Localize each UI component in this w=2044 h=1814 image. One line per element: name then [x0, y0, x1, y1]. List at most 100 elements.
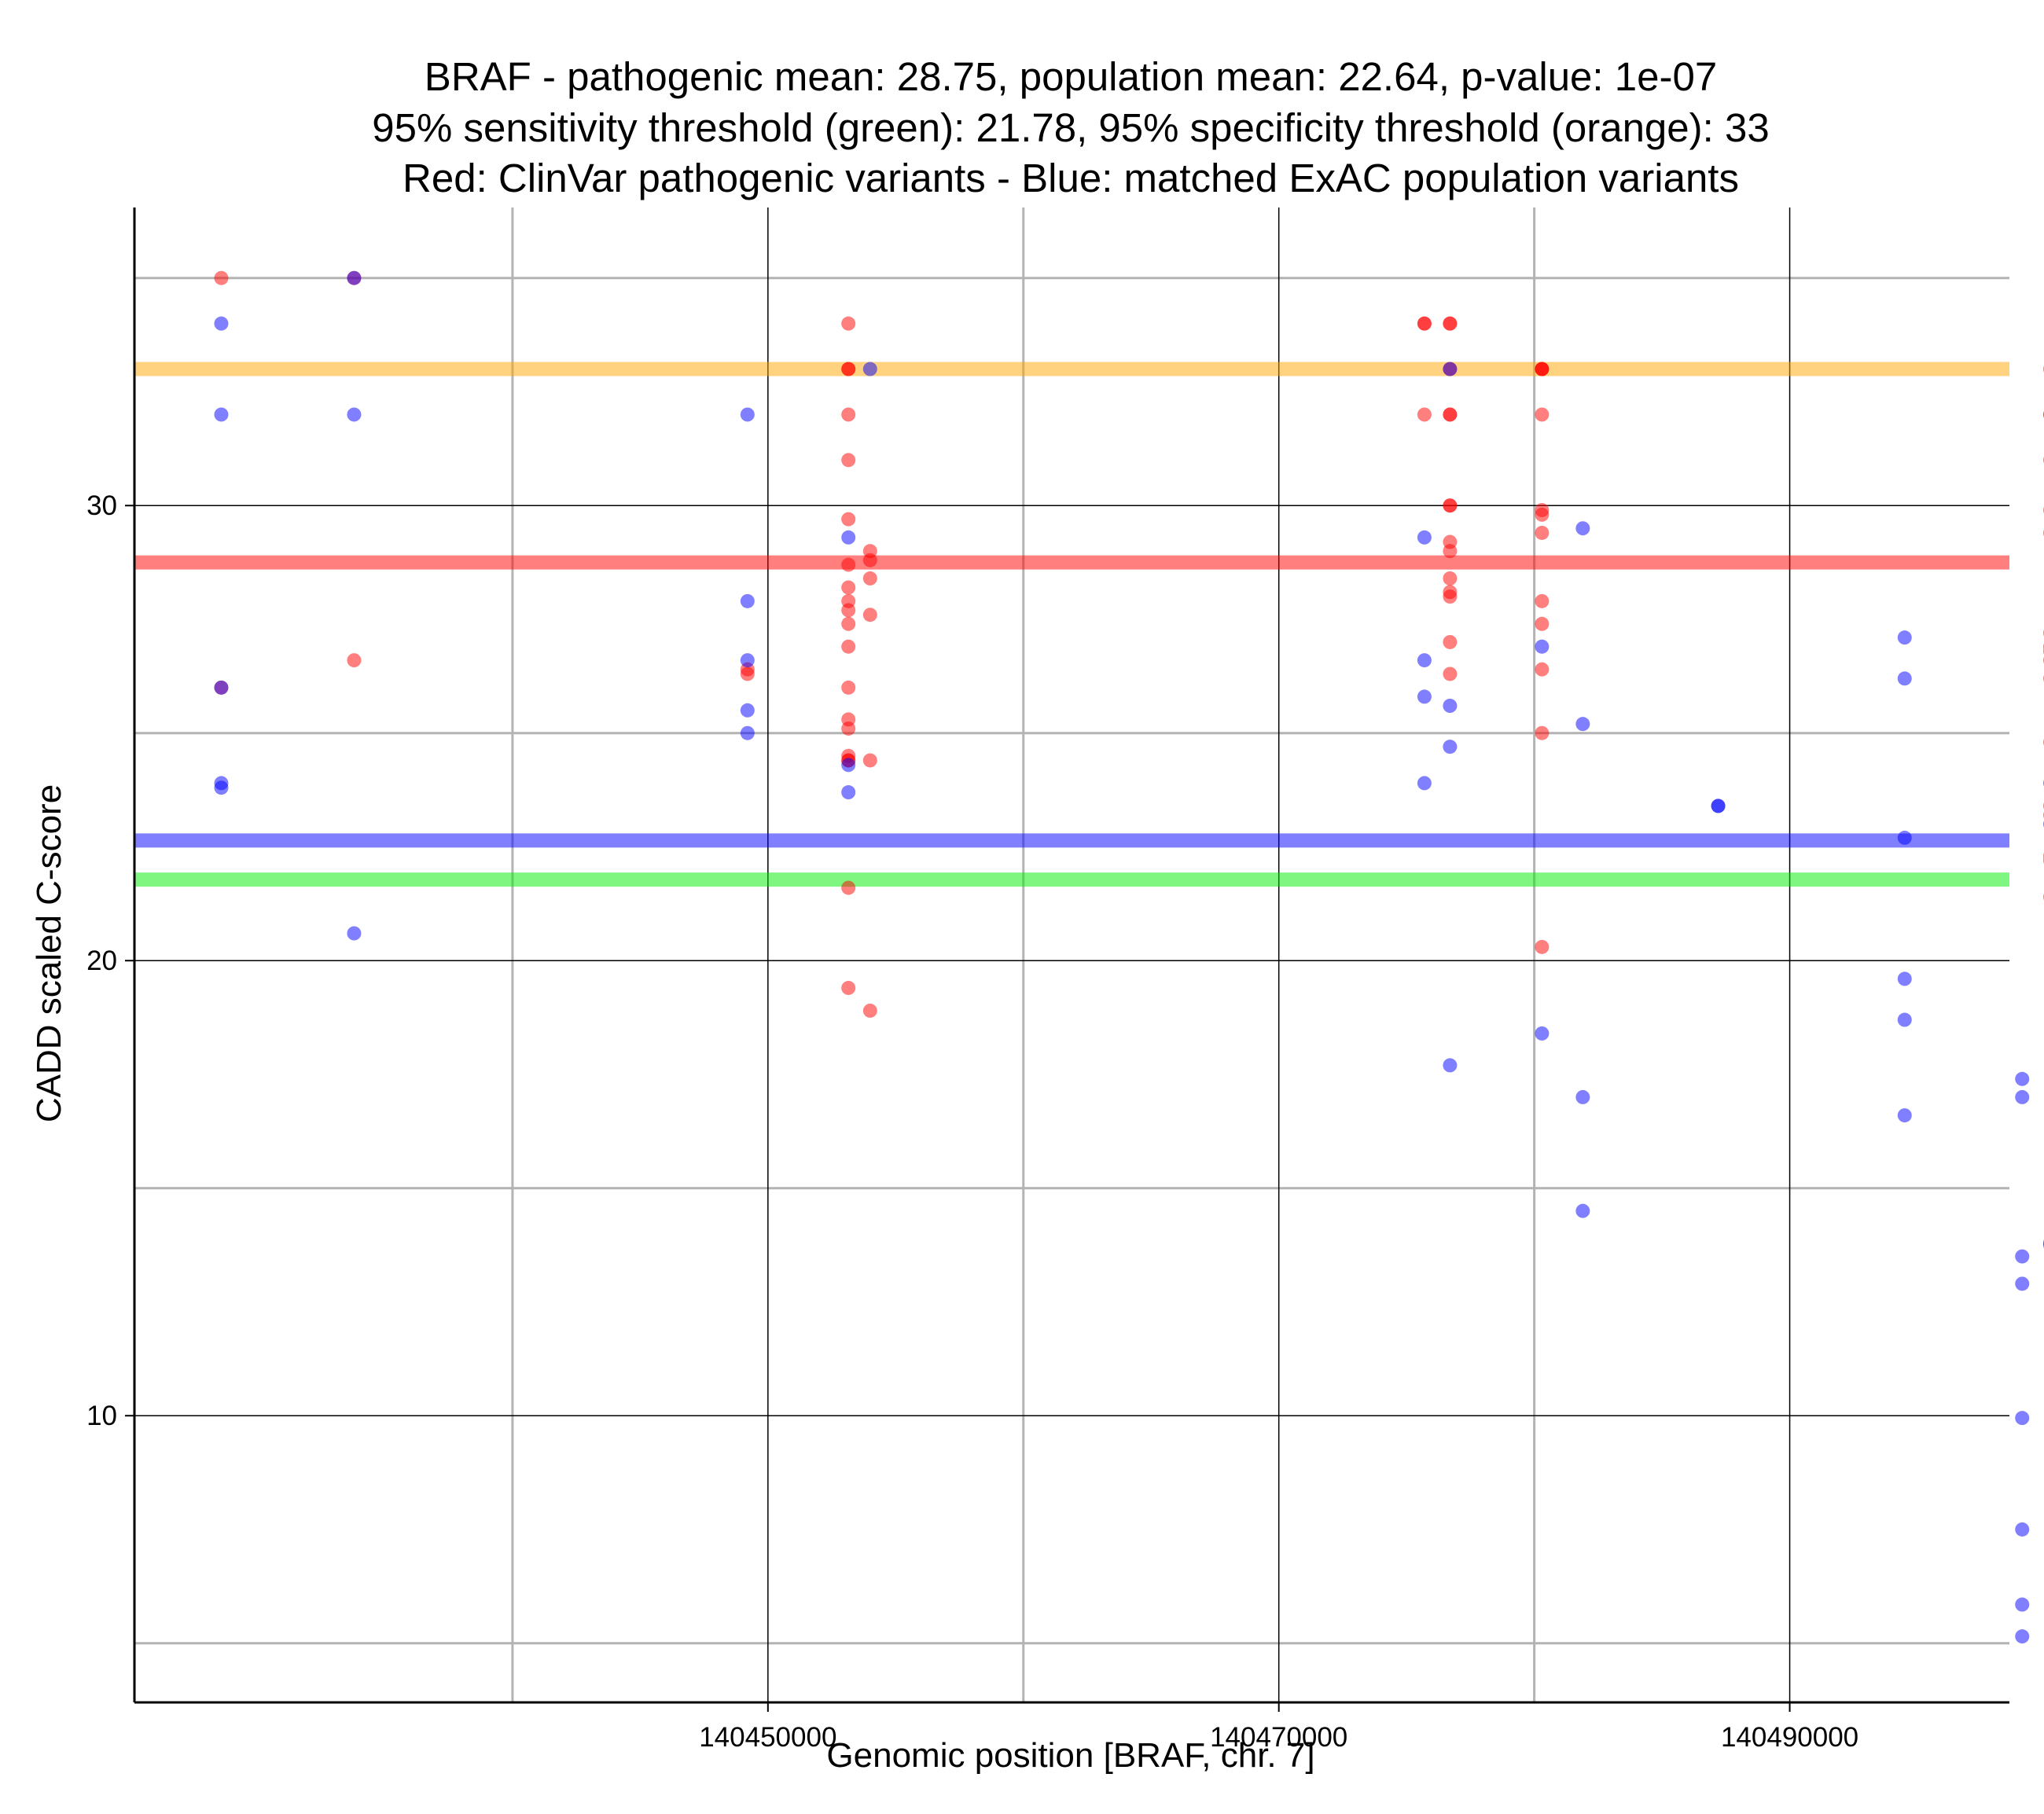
- x-tick-label: 140470000: [1210, 1722, 1347, 1753]
- x-axis-label: Genomic position [BRAF, chr. 7]: [826, 1736, 1314, 1775]
- population-point: [1575, 1089, 1590, 1104]
- pathogenic-point: [862, 553, 877, 567]
- title-line-3: Red: ClinVar pathogenic variants - Blue:…: [403, 156, 1739, 200]
- pathogenic-point: [214, 270, 229, 285]
- population-point: [1443, 740, 1458, 755]
- y-axis-ticks: 10 20 30: [86, 490, 134, 1431]
- population-point: [862, 362, 877, 376]
- population-point: [1417, 530, 1432, 545]
- population-point: [1443, 362, 1458, 376]
- population-point: [740, 407, 755, 422]
- population-point: [1897, 971, 1912, 986]
- pathogenic-point: [1443, 316, 1458, 331]
- y-tick-label: 10: [86, 1401, 117, 1431]
- pathogenic-point: [841, 880, 856, 895]
- population-point: [347, 407, 362, 422]
- population-point: [1897, 1012, 1912, 1027]
- pathogenic-point: [1535, 725, 1550, 740]
- population-series: [214, 270, 2044, 1644]
- pathogenic-point: [740, 666, 755, 681]
- pathogenic-point: [841, 453, 856, 468]
- pathogenic-point: [1417, 316, 1432, 331]
- population-point: [740, 725, 755, 740]
- population-point: [1711, 799, 1726, 813]
- population-point: [2015, 1629, 2030, 1644]
- population-point: [2015, 1276, 2030, 1291]
- population-point: [1575, 717, 1590, 732]
- population-point: [214, 780, 229, 795]
- population-point: [1535, 639, 1550, 654]
- population-point: [347, 926, 362, 941]
- population-point: [740, 653, 755, 668]
- population-point: [1897, 830, 1912, 845]
- pathogenic-point: [862, 571, 877, 586]
- pathogenic-point: [841, 316, 856, 331]
- population-point: [1575, 1203, 1590, 1218]
- pathogenic-point: [841, 721, 856, 736]
- population-point: [1417, 689, 1432, 704]
- population-point: [2015, 1089, 2030, 1104]
- population-point: [2015, 1411, 2030, 1426]
- population-point: [1443, 1058, 1458, 1073]
- pathogenic-point: [862, 608, 877, 622]
- pathogenic-point: [841, 616, 856, 631]
- population-point: [841, 785, 856, 800]
- population-point: [740, 703, 755, 718]
- population-point: [1535, 1026, 1550, 1041]
- population-point: [2015, 1597, 2030, 1612]
- population-point: [2015, 1522, 2030, 1537]
- population-point: [214, 316, 229, 331]
- population-point: [1575, 521, 1590, 536]
- pathogenic-point: [1443, 407, 1458, 422]
- pathogenic-point: [1443, 571, 1458, 586]
- x-tick-label: 140490000: [1721, 1722, 1858, 1753]
- pathogenic-point: [862, 1003, 877, 1018]
- title-line-1: BRAF - pathogenic mean: 28.75, populatio…: [425, 54, 1717, 99]
- population-point: [1897, 671, 1912, 686]
- pathogenic-point: [841, 680, 856, 695]
- pathogenic-point: [1417, 407, 1432, 422]
- pathogenic-point: [1535, 525, 1550, 540]
- population-point: [2015, 1249, 2030, 1264]
- plot-area: 10 20 30 140450000 140470000 140490000: [86, 207, 2044, 1753]
- pathogenic-point: [347, 653, 362, 668]
- pathogenic-point: [841, 512, 856, 527]
- pathogenic-point: [1535, 362, 1550, 376]
- population-point: [1897, 630, 1912, 645]
- pathogenic-point: [841, 603, 856, 618]
- pathogenic-point: [1535, 593, 1550, 608]
- x-tick-label: 140450000: [699, 1722, 836, 1753]
- y-axis-label: CADD scaled C-score: [30, 784, 68, 1122]
- pathogenic-point: [841, 362, 856, 376]
- pathogenic-point: [1535, 616, 1550, 631]
- x-axis-ticks: 140450000 140470000 140490000: [699, 1702, 1858, 1753]
- population-point: [214, 407, 229, 422]
- pathogenic-point: [1443, 544, 1458, 559]
- pathogenic-point: [1443, 634, 1458, 649]
- reference-lines: [134, 362, 2009, 887]
- pathogenic-point: [1535, 407, 1550, 422]
- pathogenic-point: [841, 980, 856, 995]
- population-point: [1443, 699, 1458, 713]
- pathogenic-point: [1535, 662, 1550, 677]
- pathogenic-point: [841, 407, 856, 422]
- gridlines: [134, 207, 2044, 1702]
- population-point: [841, 758, 856, 773]
- pathogenic-point: [862, 753, 877, 768]
- pathogenic-point: [1535, 507, 1550, 522]
- pathogenic-point: [1443, 589, 1458, 604]
- chart-title: BRAF - pathogenic mean: 28.75, populatio…: [372, 54, 1769, 200]
- y-tick-label: 20: [86, 946, 117, 976]
- pathogenic-point: [841, 580, 856, 595]
- population-point: [347, 270, 362, 285]
- pathogenic-point: [1443, 666, 1458, 681]
- pathogenic-point: [841, 557, 856, 572]
- y-tick-label: 30: [86, 490, 117, 521]
- pathogenic-point: [1443, 498, 1458, 513]
- population-point: [1417, 653, 1432, 668]
- title-line-2: 95% sensitivity threshold (green): 21.78…: [372, 105, 1769, 150]
- population-point: [740, 593, 755, 608]
- population-point: [1897, 1108, 1912, 1123]
